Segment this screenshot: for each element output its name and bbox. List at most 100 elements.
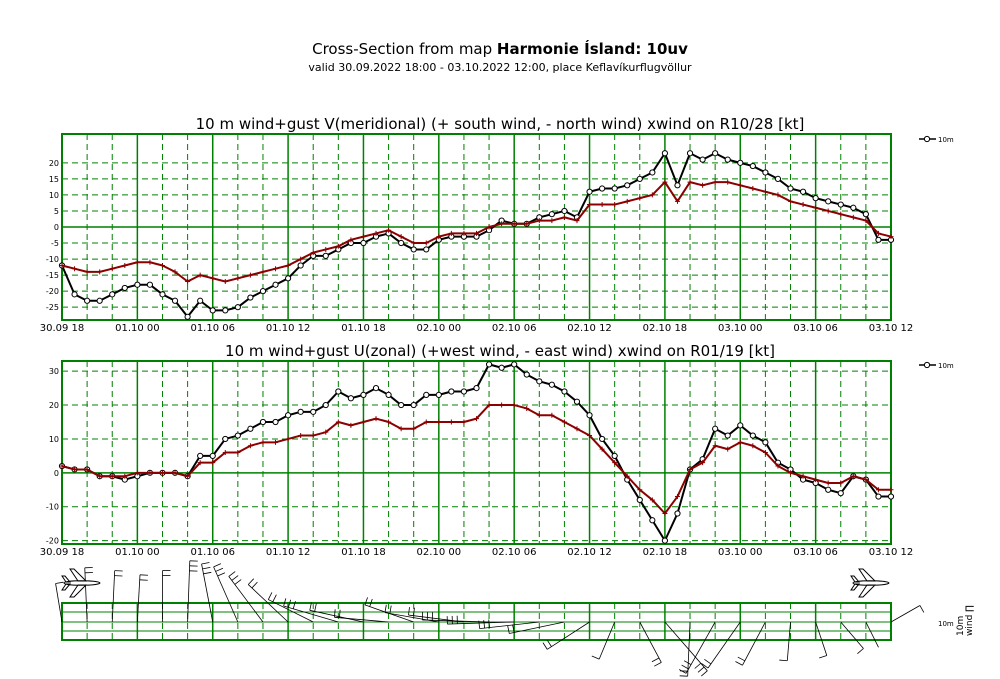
wind-barb-shaft xyxy=(55,583,63,623)
gust-data-point xyxy=(788,198,794,204)
wind-data-point xyxy=(636,175,643,182)
gust-data-point xyxy=(725,446,731,452)
wind-barb-feather xyxy=(369,598,373,607)
gust-data-point xyxy=(775,463,781,469)
gust-data-point xyxy=(499,402,505,408)
wind-barb-shaft xyxy=(283,605,339,623)
wind-data-point xyxy=(272,418,279,426)
y-tick-label: -10 xyxy=(46,503,59,512)
wind-data-point xyxy=(234,304,241,311)
wind-data-point xyxy=(661,537,669,544)
x-tick-label: 02.10 12 xyxy=(567,323,612,334)
wind-barb xyxy=(228,571,264,623)
wind-barb xyxy=(678,621,716,674)
wind-barb xyxy=(591,621,616,660)
wind-data-point xyxy=(310,408,317,415)
wind-data-point xyxy=(272,281,279,288)
gust-data-point xyxy=(185,279,191,285)
wind-barb-shaft xyxy=(201,563,214,623)
y-tick-label: 5 xyxy=(54,207,59,216)
wind-barb-shaft xyxy=(268,599,314,623)
gust-data-point xyxy=(549,412,555,418)
wind-data-point xyxy=(511,361,518,368)
gust-data-point xyxy=(398,426,404,432)
wind-barb-feather xyxy=(701,663,709,669)
gust-data-point xyxy=(662,179,668,185)
gust-data-point xyxy=(474,230,479,236)
x-tick-label: 03.10 06 xyxy=(793,323,838,334)
x-tick-label: 02.10 18 xyxy=(643,323,688,334)
wind-barb-feather xyxy=(681,664,689,670)
wind-barb xyxy=(890,605,925,623)
wind-data-point xyxy=(347,395,354,402)
wind-data-point xyxy=(611,185,618,192)
gust-data-point xyxy=(700,460,706,466)
wind-data-point xyxy=(774,175,782,182)
gust-data-point xyxy=(486,224,492,230)
wind-barb-feather xyxy=(215,567,224,572)
y-tick-label: -10 xyxy=(46,255,59,264)
wind-data-point xyxy=(184,313,191,320)
x-tick-label: 01.10 06 xyxy=(190,323,235,334)
wind-data-point xyxy=(159,291,166,298)
wind-data-point xyxy=(360,391,367,398)
wind-data-point xyxy=(561,388,568,395)
x-tick-label: 03.10 06 xyxy=(793,547,838,558)
wind-barb-feather xyxy=(389,605,392,614)
wind-barb-shaft xyxy=(685,621,716,674)
wind-data-point xyxy=(146,281,154,288)
title-model: Harmonie Ísland: 10uv xyxy=(496,40,688,58)
x-tick-label: 02.10 00 xyxy=(417,323,462,334)
wind-barb-feather xyxy=(488,619,490,628)
wind-barb-shaft xyxy=(707,621,741,669)
chart-subtitle: valid 30.09.2022 18:00 - 03.10.2022 12:0… xyxy=(308,61,692,74)
gust-data-point xyxy=(147,470,153,476)
legend-swatch-marker xyxy=(923,361,931,369)
wind-barb-shaft xyxy=(639,621,662,663)
gust-data-point xyxy=(398,234,404,240)
wind-data-point xyxy=(599,435,606,443)
gust-data-point xyxy=(335,243,341,249)
gust-data-point xyxy=(875,487,881,493)
wind-barb-shaft xyxy=(111,570,116,623)
gust-data-point xyxy=(423,240,429,246)
gust-data-point xyxy=(612,202,618,208)
gust-data-point xyxy=(813,205,819,211)
x-tick-label: 30.09 18 xyxy=(40,547,85,558)
gust-data-point xyxy=(109,473,115,479)
gust-data-point xyxy=(800,473,806,479)
legend-bottom: 10m xyxy=(919,361,954,370)
wind-barb-shaft xyxy=(840,621,864,649)
gust-data-point xyxy=(373,416,379,422)
gust-data-point xyxy=(273,266,279,272)
wind-data-point xyxy=(197,297,204,304)
gust-data-point xyxy=(423,419,429,425)
wind-barb xyxy=(865,621,879,648)
wind-barb-feather xyxy=(217,572,226,577)
wind-barb-feather xyxy=(779,659,788,662)
wind-barb-feather xyxy=(384,604,387,613)
legend-top-label: 10m xyxy=(938,136,954,144)
airplane-shape xyxy=(61,568,101,598)
wind-barb-shaft xyxy=(815,621,828,656)
gust-data-point xyxy=(637,195,643,201)
x-tick-label: 03.10 12 xyxy=(869,547,914,558)
y-tick-label: 20 xyxy=(49,159,59,168)
wind-barb-feather xyxy=(247,578,255,585)
x-tick-label: 01.10 18 xyxy=(341,323,386,334)
gust-data-point xyxy=(737,182,743,188)
wind-barb-feather xyxy=(591,655,600,660)
y-tick-label: 30 xyxy=(49,367,59,376)
wind-data-point xyxy=(762,439,769,446)
wind-data-point xyxy=(837,201,844,208)
gust-data-point xyxy=(72,466,78,472)
gust-data-point xyxy=(335,419,341,425)
wind-data-point xyxy=(749,432,756,439)
wind-barb xyxy=(664,621,708,677)
gust-data-point xyxy=(599,202,605,208)
wind-data-point xyxy=(548,211,555,218)
gust-data-point xyxy=(687,466,693,472)
gust-data-point xyxy=(674,198,680,204)
wind-data-point xyxy=(498,364,505,371)
gust-data-point xyxy=(624,198,630,204)
